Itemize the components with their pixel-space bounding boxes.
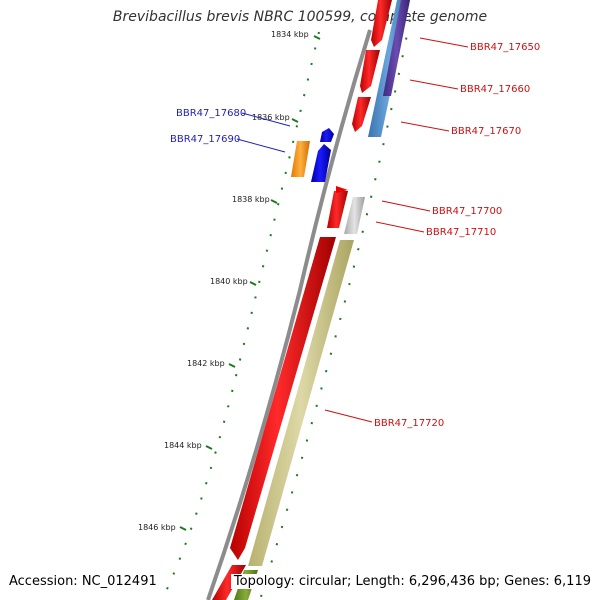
gene-bar-bbr47-17700[interactable]: [327, 191, 348, 228]
gene-bar-next[interactable]: [212, 565, 246, 600]
gene-arrowhead-bbr47-17700: [336, 186, 348, 193]
gene-bar-bbr47-17670[interactable]: [352, 97, 371, 132]
gene-label[interactable]: BBR47_17720: [374, 418, 444, 429]
genome-summary-text: Topology: circular; Length: 6,296,436 bp…: [230, 574, 594, 589]
gene-bar-bbr47-17680[interactable]: [320, 128, 334, 142]
scale-label: 1840 kbp: [210, 277, 248, 286]
gene-bar-bbr47-17660[interactable]: [360, 50, 380, 93]
accession-text: Accession: NC_012491: [6, 574, 160, 589]
gene-leader-lines: [236, 37, 469, 423]
cog-bar-purple: [383, 0, 410, 96]
cog-bar-olive: [248, 240, 354, 566]
scale-label: 1846 kbp: [138, 523, 176, 532]
cog-bar-grey: [344, 197, 365, 234]
gene-label[interactable]: BBR47_17710: [426, 227, 496, 238]
gene-label[interactable]: BBR47_17650: [470, 42, 540, 53]
scale-label: 1844 kbp: [164, 441, 202, 450]
scale-major-ticks: [179, 35, 321, 531]
gene-label[interactable]: BBR47_17660: [460, 84, 530, 95]
gene-label[interactable]: BBR47_17680: [176, 108, 246, 119]
gene-label[interactable]: BBR47_17690: [170, 134, 240, 145]
cog-bar-orange: [291, 141, 310, 177]
gene-bar-bbr47-17690[interactable]: [311, 144, 331, 182]
scale-label: 1842 kbp: [187, 359, 225, 368]
gene-label[interactable]: BBR47_17670: [451, 126, 521, 137]
gene-bar-bbr47-17650[interactable]: [371, 0, 392, 47]
gene-label[interactable]: BBR47_17700: [432, 206, 502, 217]
genome-backbone-line: [206, 29, 372, 600]
inner-dotted-track: [259, 19, 411, 600]
gene-bar-bbr47-17720[interactable]: [230, 237, 336, 560]
scale-label: 1838 kbp: [232, 195, 270, 204]
scale-label: 1836 kbp: [252, 113, 290, 122]
scale-label: 1834 kbp: [271, 30, 309, 39]
